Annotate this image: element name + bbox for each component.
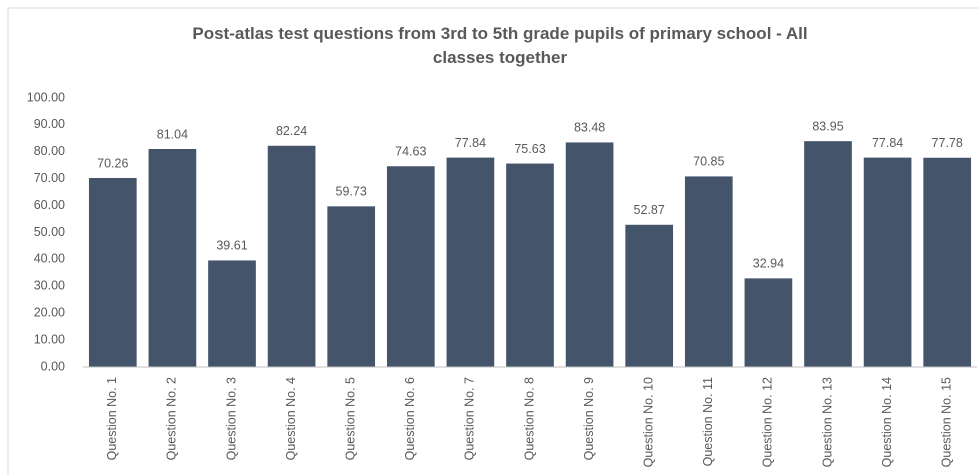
data-label: 70.26 [97, 156, 128, 170]
x-tick-label: Question No. 9 [582, 377, 596, 460]
y-tick-label: 60.00 [34, 198, 65, 212]
x-tick-label: Question No. 15 [939, 377, 953, 467]
bar [506, 163, 554, 367]
x-tick-label: Question No. 4 [284, 377, 298, 460]
data-label: 77.78 [932, 136, 963, 150]
bar [863, 157, 912, 367]
x-tick-label: Question No. 13 [820, 377, 834, 467]
y-tick-label: 40.00 [34, 252, 65, 266]
bar [208, 260, 256, 367]
x-tick-label: Question No. 8 [522, 377, 536, 460]
data-label: 77.84 [872, 136, 903, 150]
data-label: 77.84 [455, 136, 486, 150]
y-tick-label: 20.00 [34, 305, 65, 319]
x-tick-label: Question No. 1 [105, 377, 119, 460]
bar [744, 278, 793, 367]
data-label: 59.73 [336, 185, 367, 199]
y-tick-label: 30.00 [34, 279, 65, 293]
y-tick-label: 90.00 [34, 117, 65, 131]
bar [684, 176, 733, 367]
bar [386, 166, 435, 367]
bar [446, 157, 495, 367]
bar [565, 142, 614, 367]
x-tick-label: Question No. 7 [463, 377, 477, 460]
x-tick-label: Question No. 10 [641, 377, 655, 467]
x-tick-label: Question No. 11 [701, 377, 715, 466]
x-tick-label: Question No. 6 [403, 377, 417, 460]
x-tick-label: Question No. 2 [165, 377, 179, 460]
y-tick-label: 70.00 [34, 171, 65, 185]
y-tick-label: 0.00 [41, 359, 65, 373]
y-tick-label: 10.00 [34, 332, 65, 346]
bar [804, 141, 852, 367]
y-tick-label: 100.00 [27, 90, 65, 104]
y-tick-label: 50.00 [34, 225, 65, 239]
data-label: 82.24 [276, 124, 307, 138]
data-label: 75.63 [514, 142, 545, 156]
bar [625, 224, 674, 367]
data-label: 52.87 [634, 203, 665, 217]
data-label: 83.48 [574, 121, 605, 135]
x-tick-label: Question No. 12 [761, 377, 775, 467]
x-tick-label: Question No. 3 [224, 377, 238, 460]
x-tick-label: Question No. 14 [880, 377, 894, 467]
data-label: 83.95 [812, 119, 843, 133]
bar [327, 206, 376, 367]
data-label: 39.61 [216, 239, 247, 253]
data-label: 70.85 [693, 155, 724, 169]
chart-border [7, 7, 979, 475]
bar [267, 145, 316, 367]
chart-title: Post-atlas test questions from 3rd to 5t… [192, 24, 808, 67]
x-tick-label: Question No. 5 [343, 377, 357, 460]
y-tick-label: 80.00 [34, 144, 65, 158]
bar [923, 157, 972, 367]
data-label: 81.04 [157, 127, 188, 141]
bar [88, 178, 137, 367]
data-label: 74.63 [395, 145, 426, 159]
bar [148, 149, 197, 367]
data-label: 32.94 [753, 257, 784, 271]
